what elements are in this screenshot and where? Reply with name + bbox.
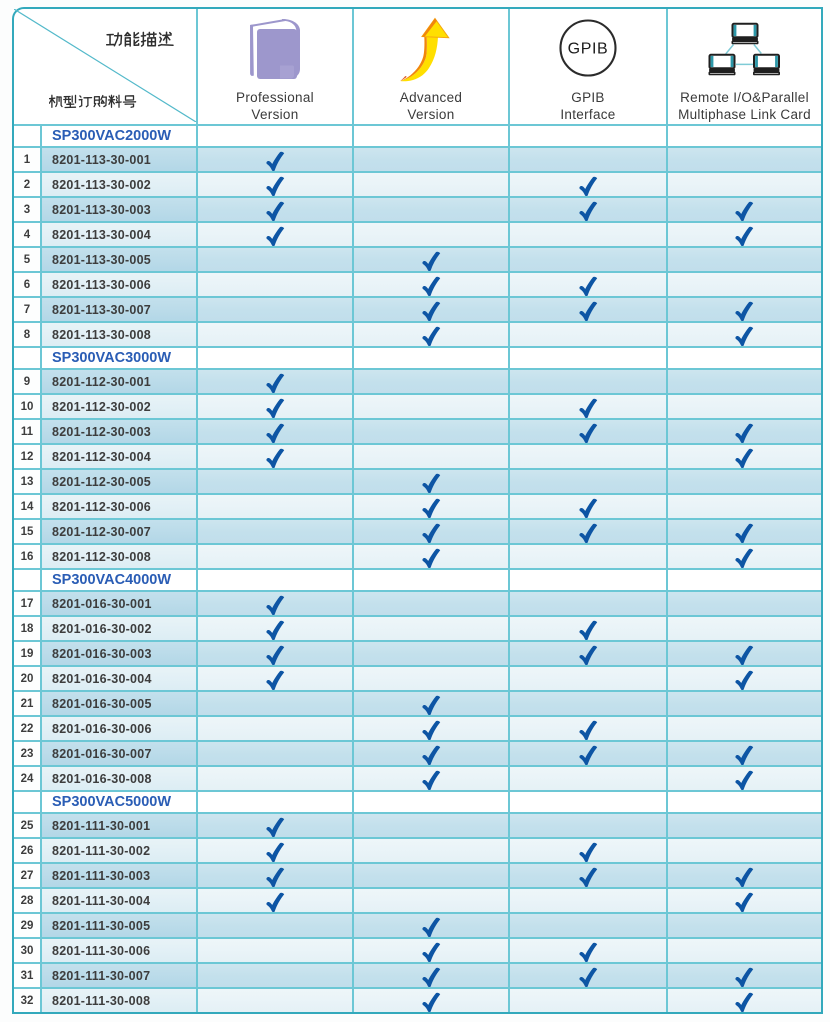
svg-text:GPIB: GPIB [568,41,609,58]
